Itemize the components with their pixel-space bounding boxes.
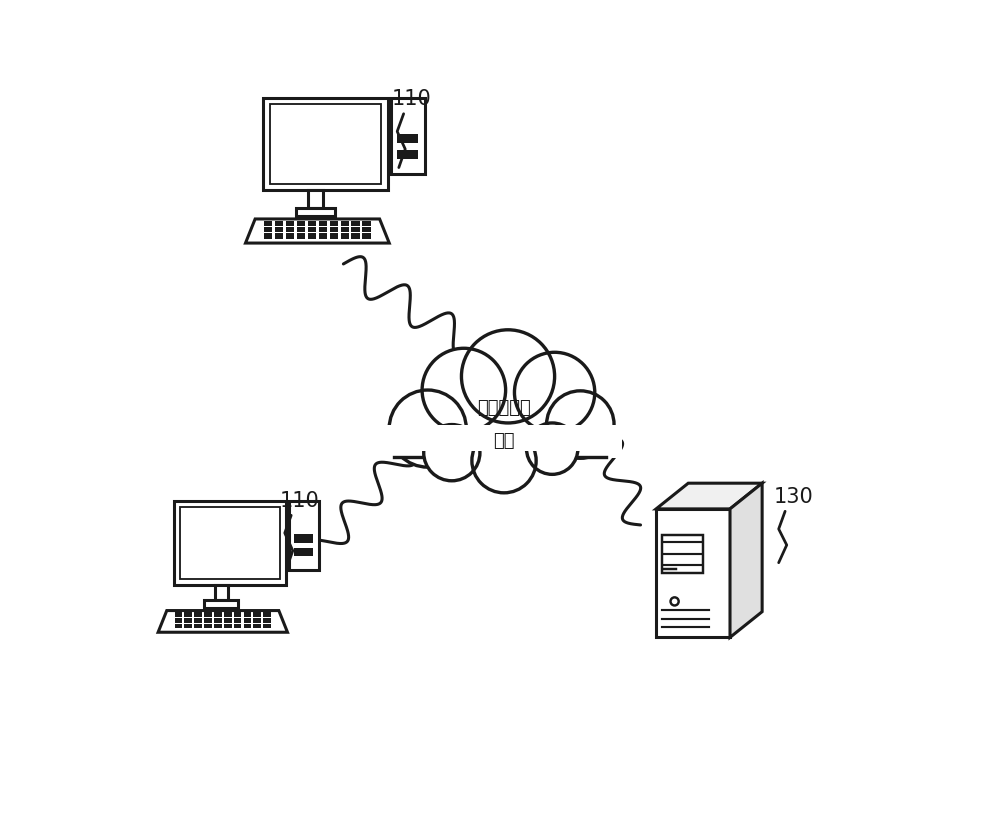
Bar xyxy=(296,208,335,216)
Bar xyxy=(397,134,418,144)
Bar xyxy=(175,618,182,623)
Bar xyxy=(244,623,251,628)
Bar xyxy=(299,215,336,220)
Bar xyxy=(224,612,232,617)
Bar xyxy=(264,227,272,233)
Bar xyxy=(253,612,261,617)
Bar xyxy=(204,623,212,628)
Bar xyxy=(244,612,251,617)
Bar xyxy=(270,104,381,184)
Bar xyxy=(253,623,261,628)
Bar xyxy=(330,227,338,233)
Bar xyxy=(297,234,305,239)
Text: 130: 130 xyxy=(773,487,813,507)
Bar xyxy=(175,612,182,617)
Circle shape xyxy=(527,423,578,475)
Bar xyxy=(416,426,592,451)
Bar xyxy=(214,612,222,617)
Bar xyxy=(224,623,232,628)
Bar xyxy=(204,600,238,608)
Bar xyxy=(234,618,241,623)
Bar xyxy=(214,618,222,623)
Bar xyxy=(308,234,316,239)
Bar xyxy=(263,623,271,628)
Bar xyxy=(286,234,294,239)
Bar xyxy=(294,548,313,556)
Bar xyxy=(184,612,192,617)
Bar xyxy=(362,234,371,239)
Circle shape xyxy=(461,330,555,423)
Bar xyxy=(351,221,360,226)
Circle shape xyxy=(547,391,614,458)
Bar xyxy=(391,98,425,174)
Bar xyxy=(264,234,272,239)
Text: 有线或无线: 有线或无线 xyxy=(477,400,531,417)
Circle shape xyxy=(422,348,506,432)
Circle shape xyxy=(389,390,466,467)
Bar xyxy=(308,221,316,226)
Bar xyxy=(215,584,228,600)
Bar xyxy=(319,221,327,226)
Bar xyxy=(294,534,313,542)
Bar xyxy=(206,607,240,611)
Bar xyxy=(381,425,622,458)
Text: 110: 110 xyxy=(392,89,432,109)
Bar xyxy=(330,221,338,226)
Bar xyxy=(351,234,360,239)
Bar xyxy=(275,227,283,233)
Text: 网络: 网络 xyxy=(493,431,515,449)
Circle shape xyxy=(671,597,679,605)
Bar xyxy=(174,502,286,584)
Polygon shape xyxy=(656,483,762,509)
Bar xyxy=(180,507,280,578)
Bar xyxy=(194,612,202,617)
Bar xyxy=(263,98,388,190)
Bar xyxy=(194,623,202,628)
Bar xyxy=(308,190,323,208)
Bar xyxy=(319,227,327,233)
Bar xyxy=(253,618,261,623)
Text: 110: 110 xyxy=(279,491,319,511)
Bar xyxy=(308,227,316,233)
Bar xyxy=(286,227,294,233)
Bar xyxy=(234,623,241,628)
Polygon shape xyxy=(730,483,762,637)
Bar xyxy=(662,534,703,574)
Bar xyxy=(234,612,241,617)
Bar xyxy=(204,618,212,623)
Bar xyxy=(264,221,272,226)
Bar xyxy=(263,612,271,617)
Bar xyxy=(275,221,283,226)
Bar xyxy=(214,623,222,628)
Bar xyxy=(194,618,202,623)
Bar xyxy=(297,221,305,226)
Bar xyxy=(263,618,271,623)
Bar xyxy=(175,623,182,628)
Bar xyxy=(244,618,251,623)
Circle shape xyxy=(472,429,536,493)
Bar xyxy=(341,234,349,239)
Bar xyxy=(289,502,319,570)
Bar xyxy=(656,509,730,637)
Bar xyxy=(224,618,232,623)
Bar xyxy=(351,227,360,233)
Circle shape xyxy=(514,352,595,432)
Bar xyxy=(330,234,338,239)
Bar xyxy=(275,234,283,239)
Bar xyxy=(341,221,349,226)
Polygon shape xyxy=(158,610,287,632)
Bar xyxy=(397,150,418,158)
Bar xyxy=(184,623,192,628)
Bar xyxy=(362,227,371,233)
Bar xyxy=(319,234,327,239)
Bar xyxy=(204,612,212,617)
Bar xyxy=(184,618,192,623)
Bar xyxy=(286,221,294,226)
Bar xyxy=(297,227,305,233)
Polygon shape xyxy=(245,219,389,243)
Circle shape xyxy=(424,425,480,480)
Bar xyxy=(362,221,371,226)
Bar xyxy=(384,425,616,457)
Bar xyxy=(341,227,349,233)
